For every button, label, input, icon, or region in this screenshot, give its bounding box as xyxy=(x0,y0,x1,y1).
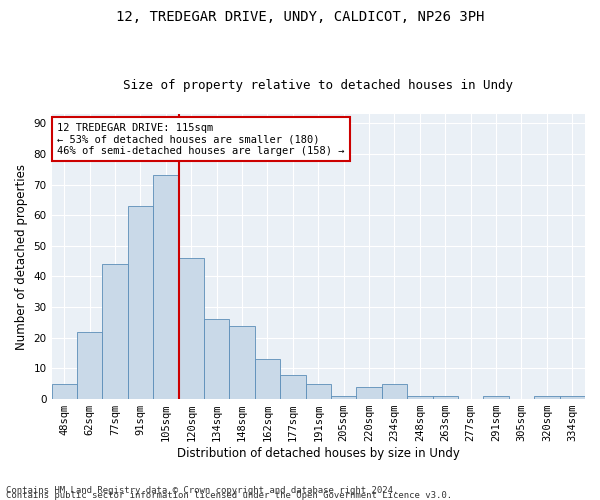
Text: 12 TREDEGAR DRIVE: 115sqm
← 53% of detached houses are smaller (180)
46% of semi: 12 TREDEGAR DRIVE: 115sqm ← 53% of detac… xyxy=(57,122,344,156)
Title: Size of property relative to detached houses in Undy: Size of property relative to detached ho… xyxy=(123,79,513,92)
Bar xyxy=(103,264,128,399)
Bar xyxy=(77,332,103,399)
Bar xyxy=(280,374,305,399)
Bar xyxy=(560,396,585,399)
Bar xyxy=(534,396,560,399)
Y-axis label: Number of detached properties: Number of detached properties xyxy=(15,164,28,350)
X-axis label: Distribution of detached houses by size in Undy: Distribution of detached houses by size … xyxy=(177,447,460,460)
Text: 12, TREDEGAR DRIVE, UNDY, CALDICOT, NP26 3PH: 12, TREDEGAR DRIVE, UNDY, CALDICOT, NP26… xyxy=(116,10,484,24)
Text: Contains public sector information licensed under the Open Government Licence v3: Contains public sector information licen… xyxy=(6,491,452,500)
Bar xyxy=(433,396,458,399)
Bar xyxy=(484,396,509,399)
Bar xyxy=(229,326,255,399)
Text: Contains HM Land Registry data © Crown copyright and database right 2024.: Contains HM Land Registry data © Crown c… xyxy=(6,486,398,495)
Bar xyxy=(356,387,382,399)
Bar xyxy=(382,384,407,399)
Bar xyxy=(52,384,77,399)
Bar xyxy=(204,320,229,399)
Bar xyxy=(331,396,356,399)
Bar xyxy=(179,258,204,399)
Bar xyxy=(407,396,433,399)
Bar xyxy=(255,359,280,399)
Bar xyxy=(305,384,331,399)
Bar xyxy=(153,176,179,399)
Bar xyxy=(128,206,153,399)
